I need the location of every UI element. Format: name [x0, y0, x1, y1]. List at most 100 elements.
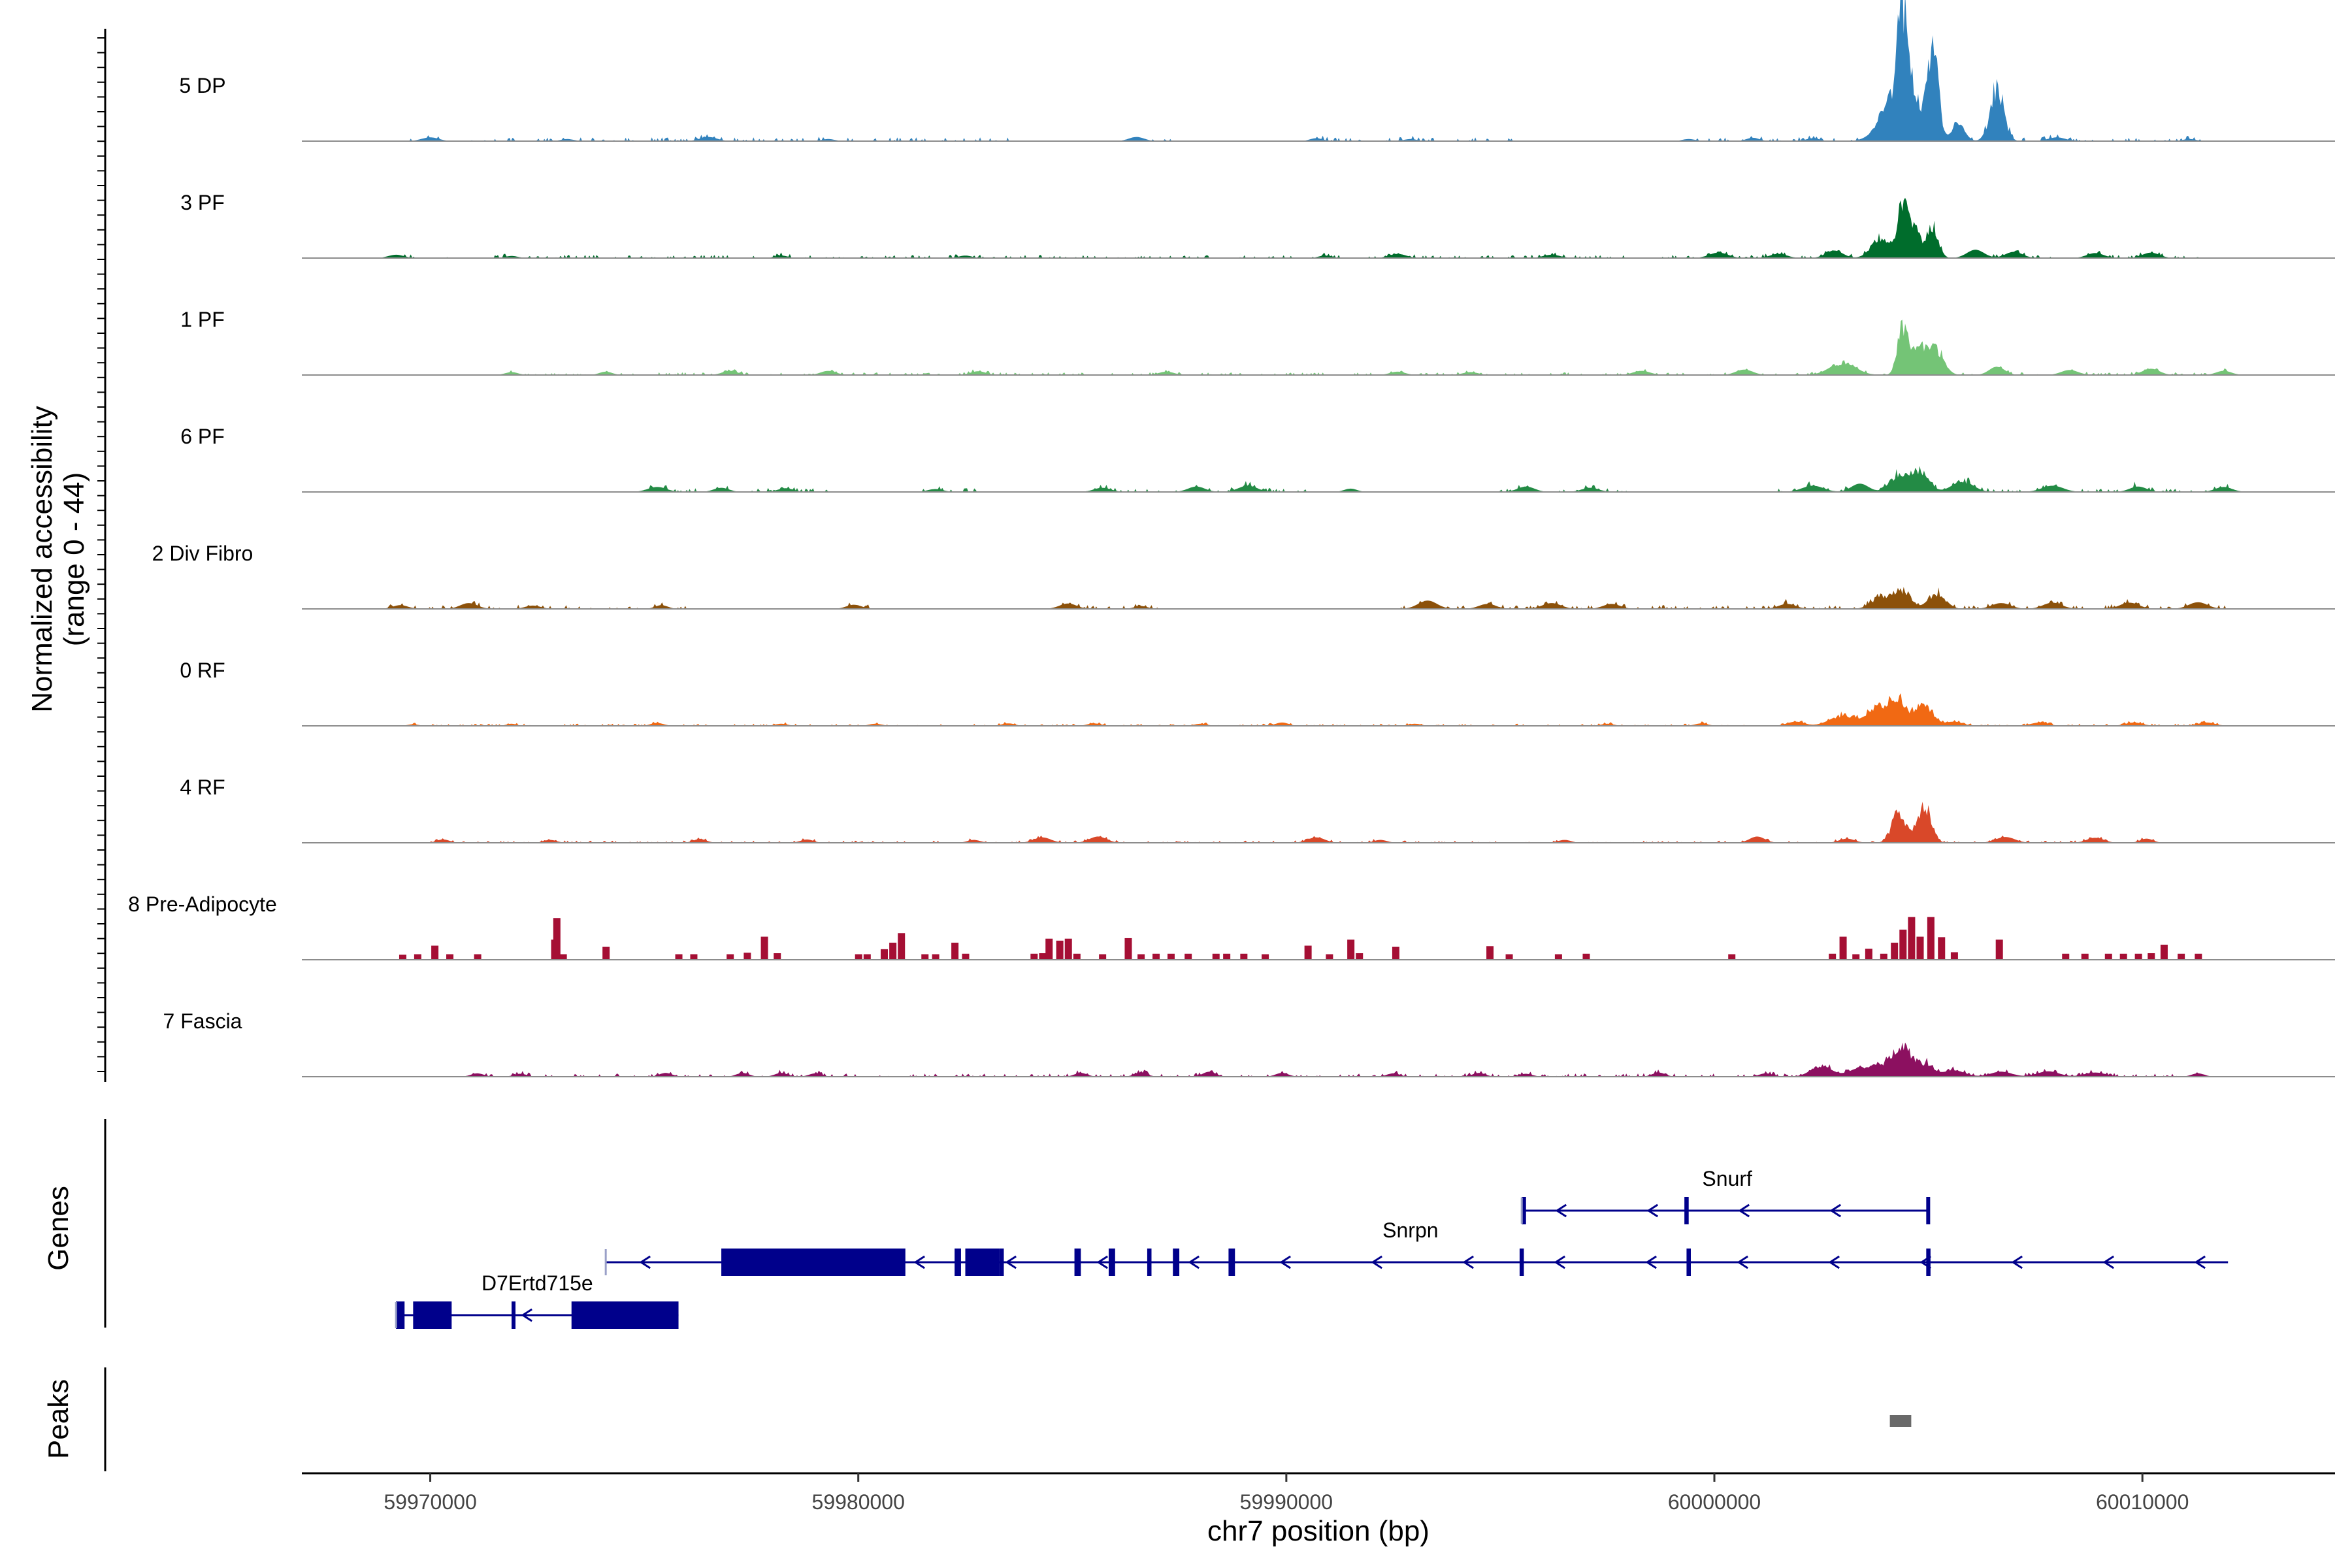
coverage-bar	[1916, 936, 1924, 960]
track-label: 0 RF	[180, 659, 225, 682]
coverage-bar	[1212, 953, 1220, 960]
gene-exon	[965, 1249, 1000, 1276]
coverage-bar	[1927, 917, 1935, 960]
coverage-bar	[1304, 945, 1312, 960]
coverage-area	[302, 466, 2335, 492]
coverage-y-axis-ticks	[97, 37, 105, 1072]
gene-exon	[512, 1301, 516, 1329]
coverage-bar	[1045, 938, 1053, 960]
track-label: 3 PF	[180, 191, 225, 214]
strand-arrow	[1829, 1203, 1842, 1218]
coverage-bar	[2081, 953, 2089, 960]
coverage-bar	[760, 936, 768, 960]
strand-arrow	[1828, 1255, 1840, 1269]
coverage-bar	[1891, 942, 1899, 960]
coverage-bar	[1347, 939, 1355, 960]
x-tick-label: 59980000	[812, 1490, 905, 1514]
coverage-bar	[727, 954, 734, 960]
coverage-bar	[1950, 952, 1958, 960]
genes-axis-title: Genes	[42, 1186, 74, 1271]
strand-arrow	[1737, 1255, 1748, 1269]
x-axis-title: chr7 position (bp)	[1207, 1515, 1429, 1547]
strand-arrow	[639, 1255, 651, 1269]
track-label: 8 Pre-Adipocyte	[128, 892, 277, 916]
coverage-bar	[1056, 940, 1064, 960]
gene-exon	[955, 1249, 961, 1276]
coverage-area	[302, 1042, 2335, 1077]
track-label: 2 Div Fibro	[152, 542, 253, 565]
gene-exon	[1684, 1197, 1689, 1224]
coverage-bar	[602, 947, 610, 960]
coverage-bar	[932, 954, 939, 960]
strand-arrow	[1096, 1255, 1108, 1269]
coverage-bar	[1829, 953, 1837, 960]
strand-arrow	[1738, 1203, 1750, 1218]
gene-exon	[721, 1249, 906, 1276]
coverage-bar	[1995, 939, 2003, 960]
gene-d7ertd715e: D7Ertd715e	[395, 1271, 679, 1329]
track-label: 1 PF	[180, 308, 225, 331]
strand-arrow	[1005, 1255, 1017, 1269]
coverage-area	[302, 587, 2335, 609]
coverage-bar	[1064, 938, 1072, 960]
coverage-bar	[675, 954, 683, 960]
gene-exon	[1108, 1249, 1115, 1276]
gene-exon	[413, 1301, 452, 1329]
coverage-bar	[1554, 954, 1562, 960]
coverage-bar	[2195, 953, 2202, 960]
coverage-bar	[690, 954, 698, 960]
strand-arrow	[521, 1308, 532, 1322]
coverage-bar	[1137, 954, 1145, 960]
gene-exon	[1926, 1197, 1931, 1224]
gene-exon	[1173, 1249, 1180, 1276]
y-axis-title-line2: (range 0 - 44)	[58, 472, 90, 647]
coverage-tracks: 5 DP 3 PF 1 PF 6 PF 2 Div Fibro 0 RF 4 RF 8 Pre…	[128, 0, 2335, 1077]
track-label: 4 RF	[180, 776, 225, 799]
coverage-bar	[1184, 953, 1192, 960]
coverage-bar	[863, 954, 871, 960]
gene-exon	[1228, 1249, 1235, 1276]
gene-annotation-track: Snurf Snrpn D7Ertd715e	[395, 1167, 2229, 1329]
peaks-axis-title: Peaks	[42, 1379, 74, 1459]
coverage-bar	[446, 954, 454, 960]
track-label: 7 Fascia	[163, 1009, 242, 1033]
track-0-rf: 0 RF	[180, 659, 2335, 727]
coverage-bar	[1152, 953, 1160, 960]
strand-arrow	[913, 1255, 925, 1269]
track-6-pf: 6 PF	[180, 425, 2335, 493]
track-label: 5 DP	[179, 74, 225, 97]
coverage-bar	[1392, 947, 1399, 960]
strand-arrow	[1645, 1255, 1657, 1269]
gene-exon	[571, 1301, 679, 1329]
gene-exon	[1074, 1249, 1081, 1276]
coverage-bar	[1240, 953, 1248, 960]
gene-exon	[999, 1249, 1004, 1276]
coverage-area	[302, 197, 2335, 258]
track-4-rf: 4 RF	[180, 776, 2335, 843]
peak-region	[1889, 1415, 1912, 1427]
coverage-bar	[2062, 953, 2070, 960]
coverage-area	[302, 0, 2335, 141]
peaks-track	[1889, 1415, 1912, 1427]
coverage-bar	[2104, 953, 2112, 960]
coverage-bar	[921, 954, 929, 960]
coverage-bar	[1908, 917, 1916, 960]
gene-label: Snrpn	[1382, 1218, 1438, 1242]
gene-label: Snurf	[1702, 1167, 1752, 1190]
coverage-bar	[1039, 953, 1047, 960]
coverage-bar	[1728, 954, 1736, 960]
x-tick-label: 60010000	[2096, 1490, 2189, 1514]
strand-arrow	[2011, 1255, 2023, 1269]
coverage-bar	[898, 933, 906, 960]
strand-arrow	[1188, 1255, 1200, 1269]
coverage-bar	[2178, 953, 2185, 960]
coverage-bar	[1899, 929, 1907, 960]
coverage-bar	[1099, 954, 1107, 960]
y-axis-title-line1: Normalized accessibility	[26, 406, 58, 712]
gene-label: D7Ertd715e	[482, 1271, 593, 1295]
coverage-area	[302, 693, 2335, 726]
x-axis-ticks: 59970000 59980000 59990000 60000000 60010000	[384, 1473, 2189, 1514]
track-label: 6 PF	[180, 425, 225, 448]
gene-exon	[1522, 1197, 1526, 1224]
gene-exon	[1519, 1249, 1524, 1276]
